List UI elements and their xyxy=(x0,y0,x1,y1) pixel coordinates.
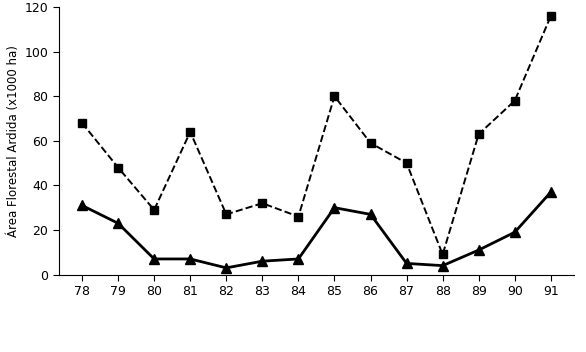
Continente xyxy=(547,14,554,18)
Continente xyxy=(439,252,446,257)
Beira Interior xyxy=(403,261,410,265)
Beira Interior xyxy=(223,266,230,270)
Continente xyxy=(151,208,158,212)
Beira Interior xyxy=(79,203,86,208)
Beira Interior xyxy=(367,212,374,216)
Continente xyxy=(115,165,122,170)
Continente xyxy=(367,141,374,145)
Beira Interior xyxy=(547,190,554,194)
Beira Interior xyxy=(511,230,518,234)
Y-axis label: Área Florestal Ardida (x1000 ha): Área Florestal Ardida (x1000 ha) xyxy=(7,45,20,237)
Continente xyxy=(475,132,482,136)
Line: Beira Interior: Beira Interior xyxy=(77,187,556,273)
Beira Interior xyxy=(151,257,158,261)
Continente xyxy=(187,130,194,134)
Beira Interior xyxy=(187,257,194,261)
Continente xyxy=(331,94,338,98)
Beira Interior xyxy=(331,206,338,210)
Beira Interior xyxy=(475,248,482,252)
Continente xyxy=(259,201,266,205)
Continente xyxy=(511,99,518,103)
Continente xyxy=(295,214,302,219)
Beira Interior xyxy=(295,257,302,261)
Continente xyxy=(223,212,230,216)
Line: Continente: Continente xyxy=(78,12,555,258)
Continente xyxy=(403,161,410,165)
Beira Interior xyxy=(259,259,266,263)
Beira Interior xyxy=(115,221,122,225)
Beira Interior xyxy=(439,264,446,268)
Continente xyxy=(79,121,86,125)
